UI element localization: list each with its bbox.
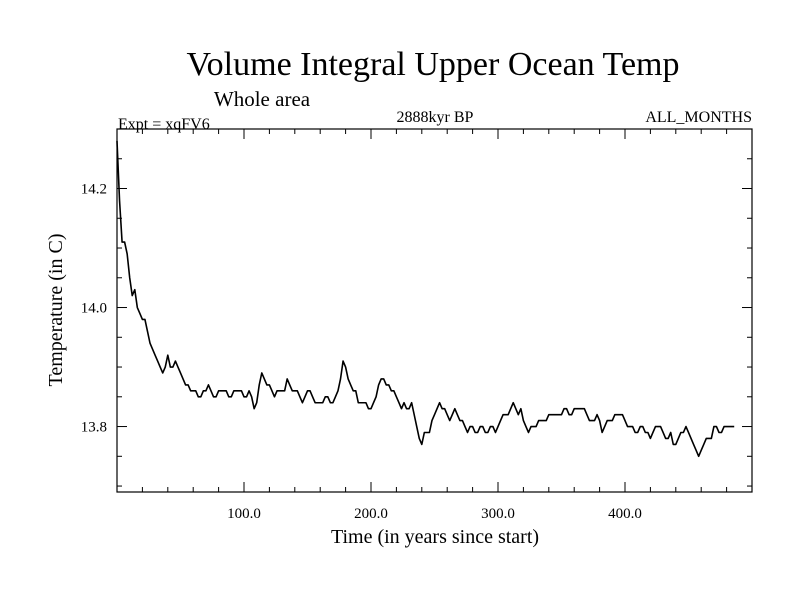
experiment-label: Expt = xqFV6: [118, 116, 210, 133]
months-label: ALL_MONTHS: [645, 109, 752, 126]
temperature-series-line: [116, 140, 735, 458]
x-tick-label: 100.0: [227, 506, 261, 522]
x-tick-label: 400.0: [608, 506, 642, 522]
period-label: 2888kyr BP: [397, 109, 474, 126]
axis-ticks: [117, 128, 752, 492]
x-axis-label: Time (in years since start): [331, 526, 539, 548]
chart-title: Volume Integral Upper Ocean Temp: [187, 46, 680, 83]
y-tick-label: 14.2: [81, 182, 107, 198]
y-tick-label: 13.8: [81, 420, 107, 436]
y-tick-label: 14.0: [81, 301, 107, 317]
x-tick-labels: 100.0 200.0 300.0 400.0: [227, 506, 642, 522]
y-tick-labels: 13.8 14.0 14.2: [81, 182, 107, 436]
x-tick-label: 300.0: [481, 506, 515, 522]
y-axis-label: Temperature (in C): [45, 234, 67, 387]
x-tick-label: 200.0: [354, 506, 388, 522]
plot-frame: [116, 128, 753, 493]
chart-subtitle: Whole area: [214, 87, 311, 111]
